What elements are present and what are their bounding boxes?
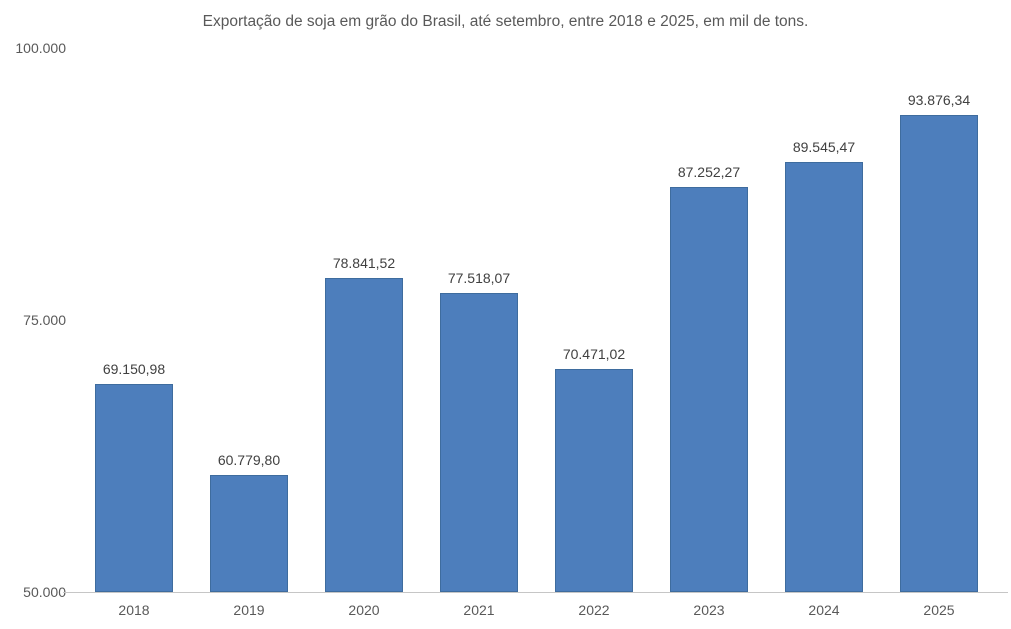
y-tick-label: 100.000 (15, 40, 66, 56)
bar-value-label: 87.252,27 (677, 163, 741, 180)
bar-value-label: 77.518,07 (447, 269, 511, 286)
bar-2022 (555, 369, 633, 592)
chart-title: Exportação de soja em grão do Brasil, at… (202, 13, 809, 30)
y-tick-label: 75.000 (23, 312, 66, 328)
x-category-label: 2019 (233, 602, 265, 618)
bar-value-label: 70.471,02 (562, 346, 626, 363)
x-category-label: 2025 (923, 602, 955, 618)
bar-value-label: 69.150,98 (102, 360, 166, 377)
x-category-label: 2018 (118, 602, 150, 618)
bar-2025 (900, 114, 978, 592)
bar-2019 (210, 474, 288, 592)
x-axis-line (63, 592, 1008, 593)
bar-2023 (670, 186, 748, 592)
bar-2021 (440, 292, 518, 592)
x-category-label: 2021 (463, 602, 495, 618)
bar-value-label: 93.876,34 (907, 91, 971, 108)
x-category-label: 2020 (348, 602, 380, 618)
bar-value-label: 78.841,52 (332, 255, 396, 272)
bar-2018 (95, 383, 173, 592)
bar-2024 (785, 161, 863, 592)
x-category-label: 2024 (808, 602, 840, 618)
bar-value-label: 89.545,47 (792, 138, 856, 155)
x-category-label: 2023 (693, 602, 725, 618)
bar-2020 (325, 278, 403, 592)
x-category-label: 2022 (578, 602, 610, 618)
y-tick-label: 50.000 (23, 584, 66, 600)
bar-value-label: 60.779,80 (217, 451, 281, 468)
